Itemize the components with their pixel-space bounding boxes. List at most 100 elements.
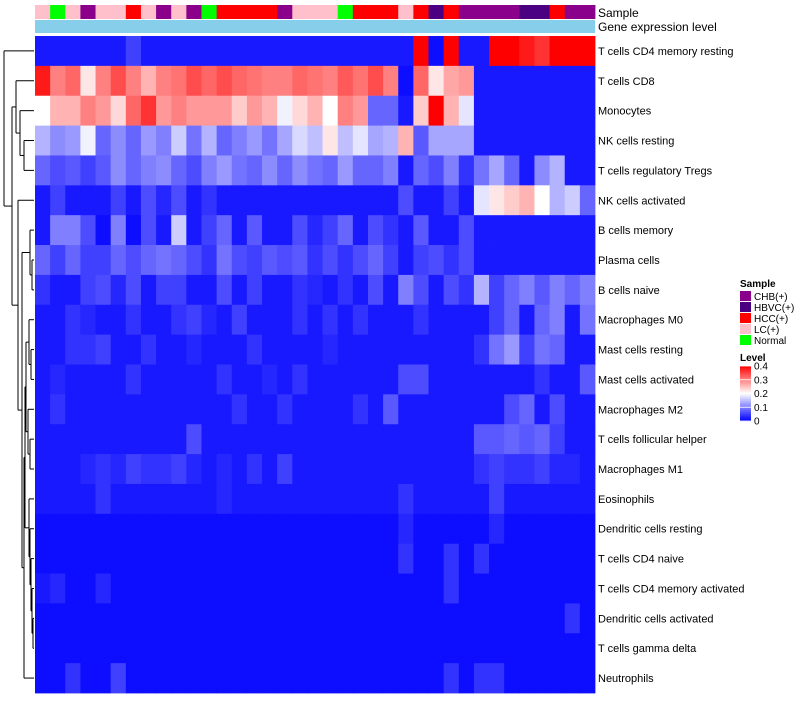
heatmap-cell xyxy=(398,125,414,156)
heatmap-cell xyxy=(95,543,112,574)
heatmap-cell xyxy=(277,245,293,276)
heatmap-cell xyxy=(322,274,339,306)
heatmap-cell xyxy=(110,185,127,216)
heatmap-cell xyxy=(80,364,96,395)
heatmap-cell xyxy=(489,155,505,186)
heatmap-cell xyxy=(292,573,308,604)
heatmap-cell xyxy=(186,185,202,216)
heatmap-cell xyxy=(337,125,354,156)
heatmap-cell xyxy=(80,36,96,67)
row-label: T cells CD4 memory resting xyxy=(598,46,734,58)
heatmap-cell xyxy=(125,334,142,365)
sample-annotation-cell xyxy=(352,5,369,19)
heatmap-cell xyxy=(428,394,445,425)
heatmap-cell xyxy=(125,245,142,276)
heatmap-cell xyxy=(458,185,475,216)
heatmap-cell xyxy=(564,215,581,246)
heatmap-cell xyxy=(473,573,490,604)
sample-legend-label: LC(+) xyxy=(754,325,779,336)
heatmap-cell xyxy=(140,215,157,246)
heatmap-cell xyxy=(125,573,142,604)
heatmap-cell xyxy=(201,125,218,156)
heatmap-cell xyxy=(579,185,596,216)
row-label: B cells memory xyxy=(598,225,674,237)
heatmap-cell xyxy=(564,304,581,336)
heatmap-cell xyxy=(292,483,308,515)
heatmap-cell xyxy=(50,125,66,156)
heatmap-cell xyxy=(383,424,399,455)
heatmap-cell xyxy=(352,185,369,216)
heatmap-cell xyxy=(110,663,127,694)
heatmap-cell xyxy=(383,245,399,276)
sample-legend-swatch xyxy=(740,335,751,345)
heatmap-cell xyxy=(549,334,566,365)
expression-annotation-title: Gene expression level xyxy=(598,20,717,34)
heatmap-cell xyxy=(201,364,218,395)
heatmap-cell xyxy=(125,483,142,515)
row-label: T cells CD8 xyxy=(598,76,655,88)
heatmap-cell xyxy=(428,65,445,97)
heatmap-cell xyxy=(443,36,460,67)
heatmap-cell xyxy=(383,633,399,664)
level-legend-gradient-step xyxy=(740,369,751,372)
sample-annotation-cell xyxy=(95,5,112,19)
heatmap-cell xyxy=(262,36,278,67)
heatmap-cell xyxy=(579,454,596,485)
heatmap-cell xyxy=(125,65,142,97)
heatmap-cell xyxy=(519,543,535,574)
heatmap-cell xyxy=(504,454,520,485)
level-legend-gradient-step xyxy=(740,404,751,407)
heatmap-cell xyxy=(110,125,127,156)
heatmap-cell xyxy=(262,454,278,485)
heatmap-cell xyxy=(216,304,233,336)
heatmap-cell xyxy=(171,513,187,545)
heatmap-cell xyxy=(216,364,233,395)
heatmap-cell xyxy=(337,633,354,664)
heatmap-cell xyxy=(443,245,460,276)
heatmap-cell xyxy=(458,394,475,425)
heatmap-cell xyxy=(262,155,278,186)
heatmap-cell xyxy=(367,274,384,306)
heatmap-cell xyxy=(110,65,127,97)
heatmap-cell xyxy=(156,364,172,395)
sample-annotation-cell xyxy=(413,5,429,19)
heatmap-cell xyxy=(564,364,581,395)
heatmap-cell xyxy=(398,633,414,664)
heatmap-cell xyxy=(95,364,112,395)
heatmap-cell xyxy=(337,424,354,455)
heatmap-cell xyxy=(564,36,581,67)
heatmap-cell xyxy=(564,483,581,515)
heatmap-cells xyxy=(35,36,596,694)
heatmap-cell xyxy=(549,603,566,634)
heatmap-cell xyxy=(231,274,248,306)
heatmap-cell xyxy=(428,573,445,604)
heatmap-cell xyxy=(186,663,202,694)
heatmap-cell xyxy=(443,424,460,455)
heatmap-cell xyxy=(443,454,460,485)
heatmap-cell xyxy=(171,274,187,306)
heatmap-cell xyxy=(322,334,339,365)
heatmap-cell xyxy=(262,245,278,276)
heatmap-cell xyxy=(246,185,263,216)
heatmap-cell xyxy=(201,185,218,216)
heatmap-cell xyxy=(534,274,550,306)
heatmap-cell xyxy=(458,274,475,306)
heatmap-cell xyxy=(201,513,218,545)
heatmap-cell xyxy=(35,304,51,336)
heatmap-cell xyxy=(292,513,308,545)
sample-annotation-cell xyxy=(262,5,278,19)
heatmap-cell xyxy=(534,424,550,455)
heatmap-cell xyxy=(35,215,51,246)
heatmap-cell xyxy=(65,95,81,126)
heatmap-cell xyxy=(110,424,127,455)
heatmap-cell xyxy=(201,36,218,67)
heatmap-cell xyxy=(564,633,581,664)
heatmap-cell xyxy=(443,663,460,694)
heatmap-cell xyxy=(473,95,490,126)
heatmap-cell xyxy=(125,185,142,216)
heatmap-cell xyxy=(367,95,384,126)
heatmap-cell xyxy=(489,125,505,156)
heatmap-cell xyxy=(171,424,187,455)
heatmap-cell xyxy=(50,215,66,246)
